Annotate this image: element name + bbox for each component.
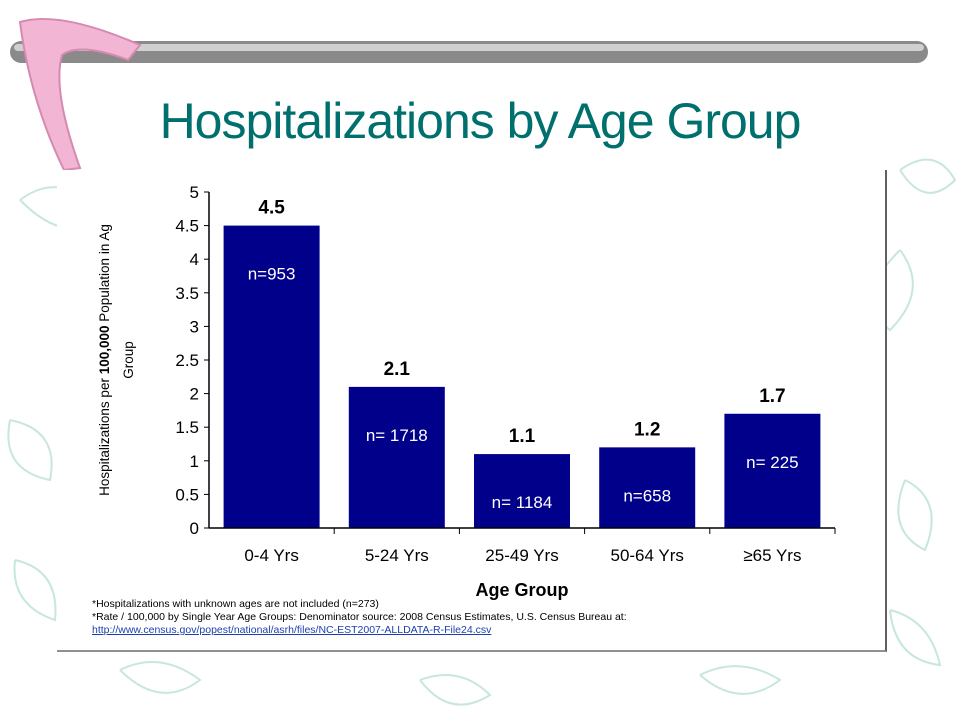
y-tick-label: 3 bbox=[190, 317, 199, 336]
slide-title: Hospitalizations by Age Group bbox=[159, 93, 802, 149]
y-tick-label: 4 bbox=[190, 250, 199, 269]
axes bbox=[208, 192, 835, 529]
bar-value-label: 1.2 bbox=[634, 419, 660, 440]
y-tick-label: 5 bbox=[190, 183, 199, 202]
bar-n-label: n= 1184 bbox=[492, 493, 553, 512]
y-tick-label: 2.5 bbox=[175, 351, 199, 370]
footnote-rate-source: *Rate / 100,000 by Single Year Age Group… bbox=[92, 611, 627, 623]
y-label-bold: 100,000 bbox=[97, 325, 112, 374]
background-swirl bbox=[13, 559, 57, 622]
y-label-text: Hospitalizations per bbox=[97, 374, 112, 496]
bar bbox=[474, 454, 570, 528]
y-tick-label: 4.5 bbox=[175, 217, 199, 236]
bar bbox=[724, 413, 821, 528]
y-axis-label-line1: Hospitalizations per 100,000 Population … bbox=[97, 224, 112, 496]
bar-value-label: 2.1 bbox=[384, 359, 411, 380]
y-tick-label: 1 bbox=[190, 452, 199, 471]
y-tick-label: 2 bbox=[190, 385, 199, 404]
bar-chart: Hospitalizations per 100,000 Population … bbox=[97, 183, 836, 600]
y-tick-label: 0.5 bbox=[175, 485, 199, 504]
bar bbox=[599, 447, 696, 528]
bar-n-label: n=953 bbox=[248, 265, 296, 284]
boomerang-logo bbox=[18, 17, 142, 172]
x-tick-label: 25-49 Yrs bbox=[485, 546, 558, 565]
background-swirl bbox=[119, 661, 202, 694]
footnote-census-link[interactable]: http://www.census.gov/popest/national/as… bbox=[92, 624, 492, 636]
y-axis-label-line2: Group bbox=[121, 341, 136, 379]
background-swirl bbox=[7, 419, 53, 482]
x-tick-label: 5-24 Yrs bbox=[365, 546, 429, 565]
bar-value-label: 4.5 bbox=[258, 198, 285, 219]
background-swirl bbox=[899, 158, 957, 194]
bar-n-label: n= 225 bbox=[746, 453, 798, 472]
y-tick-label: 0 bbox=[190, 519, 199, 538]
background-swirl bbox=[699, 665, 782, 695]
x-ticks: 0-4 Yrs 5-24 Yrs 25-49 Yrs 50-64 Yrs ≥65 Yrs bbox=[244, 528, 836, 565]
bar bbox=[223, 225, 320, 528]
bars: 4.5 n=953 2.1 n= 1718 1.1 n= 1184 1.2 n=658 1.7 n… bbox=[223, 198, 821, 528]
y-axis-label: Hospitalizations per 100,000 Population … bbox=[97, 224, 136, 496]
bar bbox=[348, 386, 445, 528]
background-swirl bbox=[419, 674, 492, 706]
x-tick-label: ≥65 Yrs bbox=[743, 546, 801, 565]
x-tick-label: 0-4 Yrs bbox=[244, 546, 299, 565]
y-tick-label: 3.5 bbox=[175, 284, 199, 303]
y-ticks: 0 0.5 1 1.5 2 2.5 3 3.5 4 4.5 5 bbox=[175, 183, 209, 538]
y-tick-label: 1.5 bbox=[175, 418, 199, 437]
chart-image: Hospitalizations per 100,000 Population … bbox=[57, 170, 887, 652]
y-label-text: Population in Ag bbox=[97, 224, 112, 325]
background-swirl bbox=[889, 609, 942, 667]
x-tick-label: 50-64 Yrs bbox=[610, 546, 683, 565]
bar-value-label: 1.1 bbox=[509, 426, 536, 447]
bar-value-label: 1.7 bbox=[759, 386, 785, 407]
footnote-unknown-ages: *Hospitalizations with unknown ages are … bbox=[92, 598, 379, 610]
footnotes: *Hospitalizations with unknown ages are … bbox=[92, 598, 852, 637]
bar-n-label: n= 1718 bbox=[366, 426, 428, 445]
bar-n-label: n=658 bbox=[623, 486, 671, 505]
background-swirl bbox=[897, 479, 933, 552]
x-axis-label: Age Group bbox=[476, 580, 569, 600]
top-bar-highlight bbox=[14, 44, 924, 51]
